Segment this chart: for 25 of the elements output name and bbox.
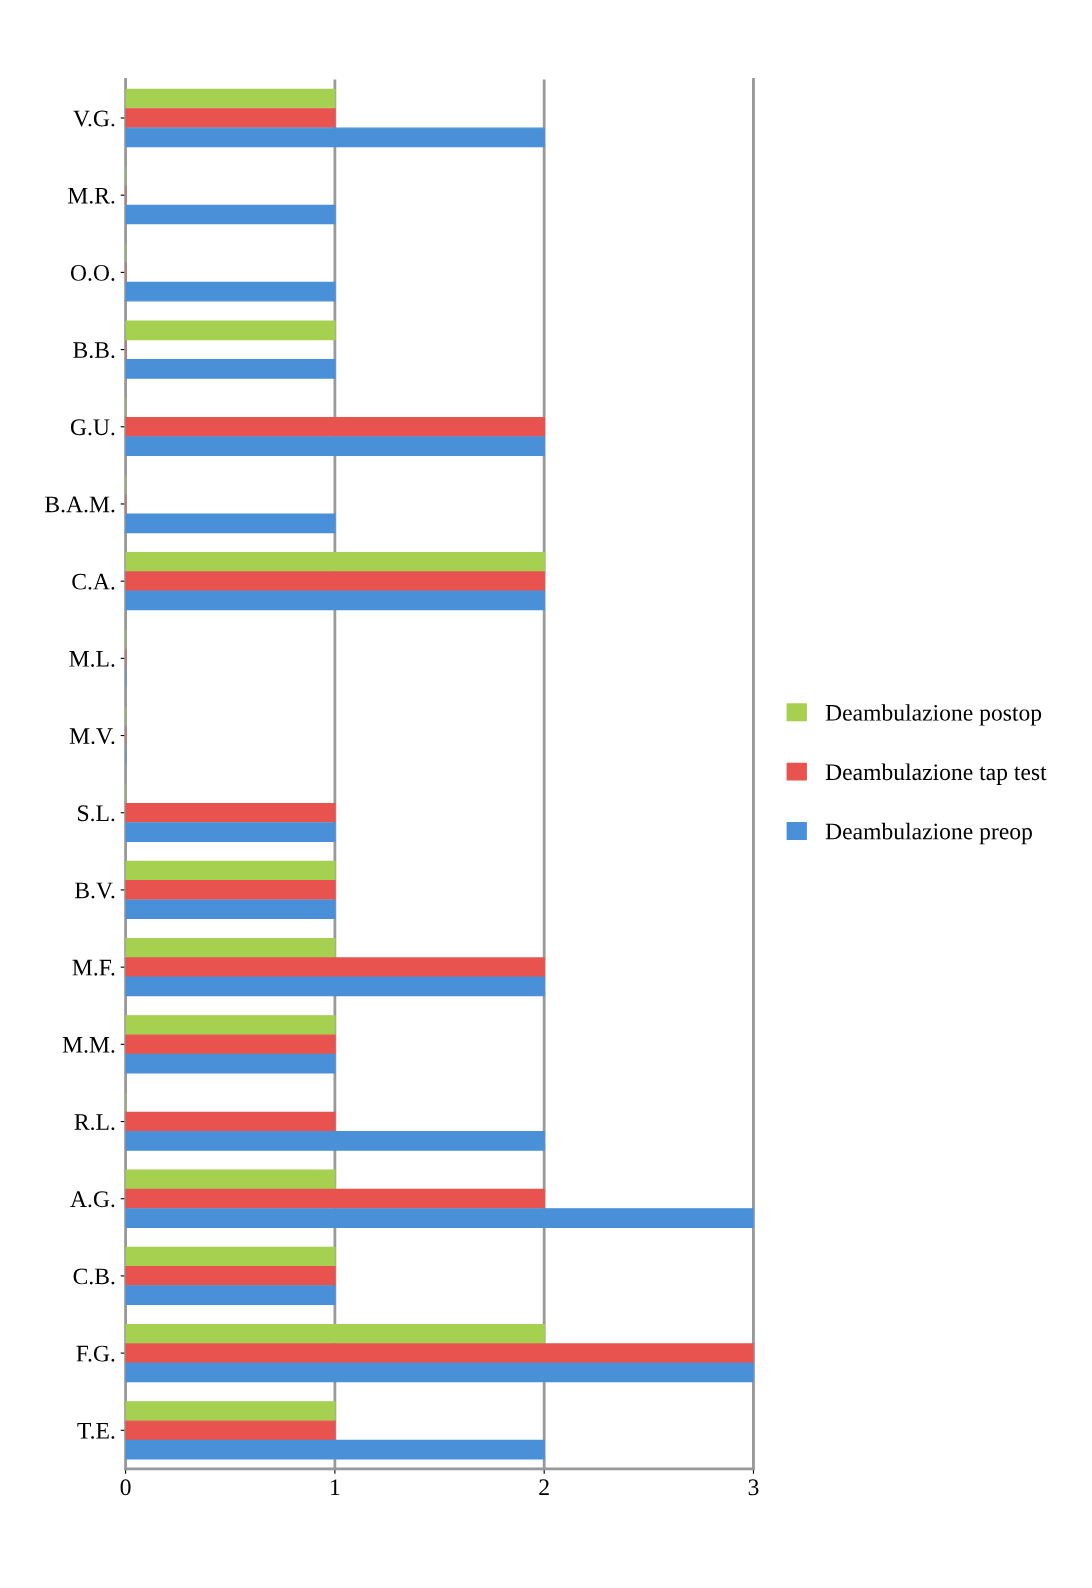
x-tick-label: 1 [331, 1479, 340, 1496]
y-tick-label: C.A. [72, 573, 115, 590]
y-tick-label: M.R. [67, 187, 115, 204]
legend-label: Deambulazione tap test [825, 763, 1047, 785]
y-tick-label: R.L. [74, 1114, 115, 1131]
y-tick-label: V.G. [73, 110, 115, 127]
x-tick-label: 2 [539, 1479, 549, 1496]
y-tick-label: M.M. [62, 1037, 115, 1053]
y-tick-label: M.L. [69, 651, 115, 667]
y-tick-label: B.A.M. [45, 496, 115, 513]
x-tick-label: 3 [748, 1479, 759, 1496]
x-tick-label: 0 [120, 1479, 131, 1496]
y-tick-label: G.U. [70, 419, 115, 436]
y-tick-label: M.V. [69, 728, 115, 745]
y-tick-label: C.B. [73, 1268, 115, 1285]
y-tick-label: A.G. [70, 1191, 115, 1208]
y-tick-label: T.E. [77, 1423, 115, 1439]
y-tick-label: F.G. [76, 1345, 115, 1362]
y-tick-label: B.V. [74, 882, 115, 899]
y-tick-label: B.B. [73, 342, 115, 359]
y-tick-label: S.L. [78, 805, 115, 822]
y-tick-label: O.O. [70, 264, 115, 281]
y-tick-label: M.F. [72, 959, 115, 976]
legend-label: Deambulazione postop [825, 704, 1042, 726]
legend-label: Deambulazione preop [825, 822, 1032, 845]
